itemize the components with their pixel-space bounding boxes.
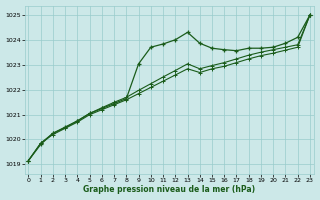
X-axis label: Graphe pression niveau de la mer (hPa): Graphe pression niveau de la mer (hPa) <box>83 185 255 194</box>
